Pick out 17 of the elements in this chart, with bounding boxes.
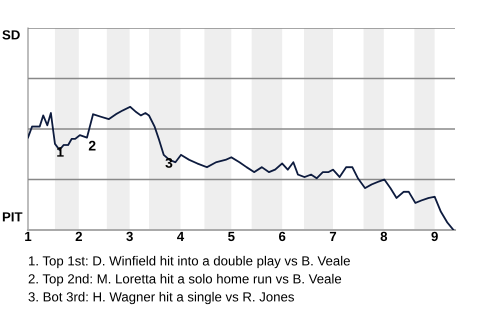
annotation: 2 bbox=[88, 140, 96, 150]
x-tick-label: 9 bbox=[431, 232, 438, 242]
text: SD bbox=[2, 30, 20, 40]
x-tick-label: 1 bbox=[25, 232, 32, 241]
x-tick-label: 2 bbox=[76, 232, 82, 241]
annotation: 3 bbox=[165, 158, 172, 168]
text: PIT bbox=[2, 212, 22, 222]
x-tick-label: 6 bbox=[278, 232, 286, 242]
text: 1. Top 1st: D. Winfield hit into a double play vs B. Veale bbox=[29, 256, 350, 268]
annotation: 1 bbox=[57, 147, 64, 157]
x-tick-label: 5 bbox=[228, 232, 235, 242]
x-tick-label: 4 bbox=[177, 232, 184, 241]
x-tick-label: 7 bbox=[330, 232, 336, 241]
x-tick-label: 3 bbox=[126, 232, 133, 242]
x-tick-label: 8 bbox=[380, 232, 388, 242]
text: 3. Bot 3rd: H. Wagner hit a single vs R. Jones bbox=[28, 292, 294, 304]
text: 2. Top 2nd: M. Loretta hit a solo home run vs B. Veale bbox=[28, 274, 342, 286]
